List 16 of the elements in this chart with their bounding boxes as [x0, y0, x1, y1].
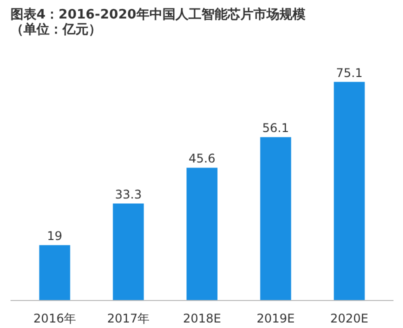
x-tick-label: 2020E [330, 312, 368, 326]
x-tick-label: 2018E [182, 312, 222, 326]
data-label: 45.6 [188, 152, 216, 166]
x-tick-label: 2017年 [107, 312, 150, 326]
data-label: 75.1 [336, 66, 363, 80]
data-label: 56.1 [262, 121, 290, 136]
chart-title: 图表4：2016-2020年中国人工智能芯片市场规模（单位：亿元） [10, 6, 306, 38]
x-tick-label: 2019E [256, 312, 295, 326]
bar [39, 245, 70, 300]
bar [260, 137, 292, 300]
bar [186, 168, 218, 300]
data-label: 19 [47, 229, 62, 244]
x-tick-label: 2016年 [33, 312, 76, 326]
bar [334, 82, 365, 300]
bar [112, 204, 144, 300]
data-label: 33.3 [114, 188, 142, 202]
